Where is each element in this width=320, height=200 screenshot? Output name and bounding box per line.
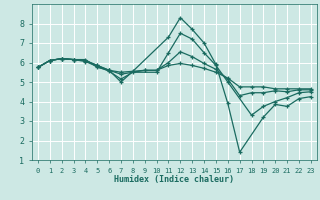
X-axis label: Humidex (Indice chaleur): Humidex (Indice chaleur)	[115, 175, 234, 184]
